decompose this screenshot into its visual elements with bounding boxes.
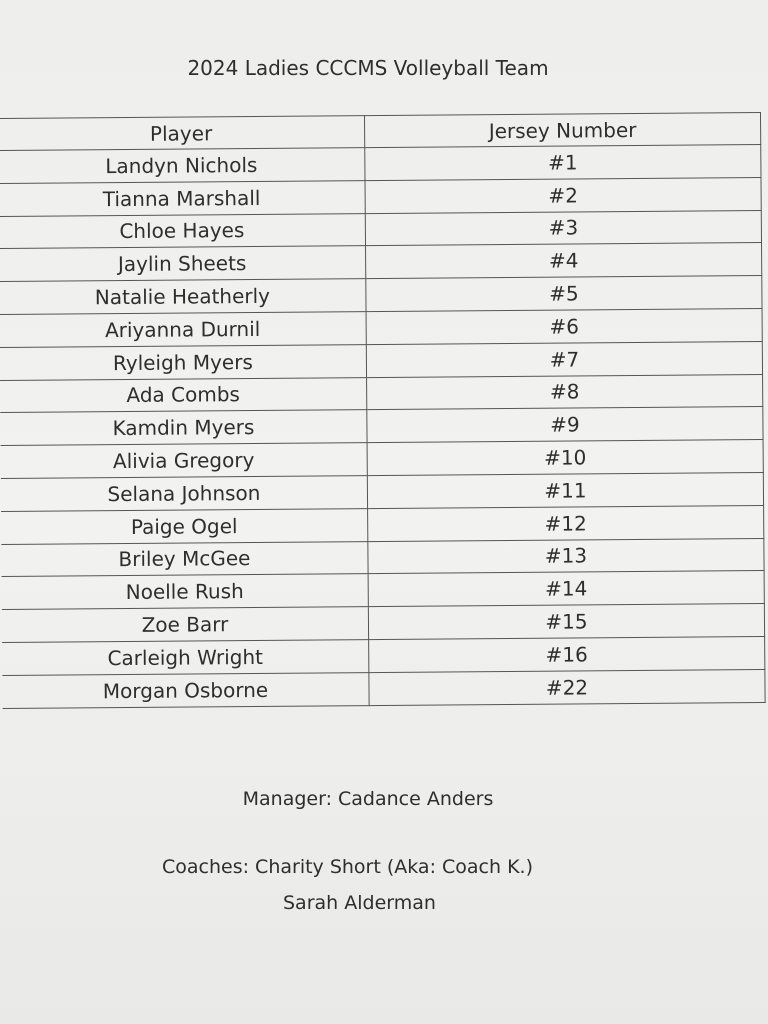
jersey-number: #14 [368,570,765,607]
player-name: Paige Ogel [1,508,368,545]
jersey-number: #1 [364,144,761,181]
jersey-number: #9 [366,406,764,443]
manager-line: Manager: Cadance Anders [242,788,494,810]
player-name: Landyn Nichols [0,147,366,184]
jersey-number: #4 [365,242,762,279]
jersey-number: #22 [368,669,766,706]
player-name: Kamdin Myers [0,409,368,446]
player-name: Ada Combs [0,377,367,413]
jersey-number: #8 [366,374,763,410]
document-title: 2024 Ladies CCCMS Volleyball Team [187,56,549,80]
coach-second-line: Sarah Alderman [283,892,436,914]
jersey-number: #5 [365,275,763,312]
player-name: Noelle Rush [1,573,369,610]
player-name: Briley McGee [1,541,369,577]
coaches-line: Coaches: Charity Short (Aka: Coach K.) [162,856,533,878]
header-jersey-number: Jersey Number [364,112,761,148]
jersey-number: #7 [366,341,763,378]
roster-table: Player Jersey Number Landyn Nichols #1 Tia… [0,112,766,709]
player-name: Ariyanna Durnil [0,311,367,348]
jersey-number: #11 [367,472,764,509]
jersey-number: #2 [365,177,762,214]
jersey-number: #10 [367,439,764,476]
player-name: Ryleigh Myers [0,344,367,381]
jersey-number: #12 [367,505,764,542]
jersey-number: #15 [368,603,765,640]
player-name: Tianna Marshall [0,180,366,217]
jersey-number: #13 [367,538,765,574]
player-name: Selana Johnson [0,475,368,512]
player-name: Morgan Osborne [2,672,370,709]
player-name: Carleigh Wright [2,639,369,676]
player-name: Zoe Barr [1,606,369,643]
player-name: Chloe Hayes [0,213,366,249]
table-row: Morgan Osborne #22 [2,669,766,709]
jersey-number: #6 [366,308,763,345]
player-name: Jaylin Sheets [0,246,366,282]
player-name: Alivia Gregory [0,442,368,479]
player-name: Natalie Heatherly [0,278,367,315]
header-player: Player [0,115,365,151]
jersey-number: #3 [365,210,762,247]
jersey-number: #16 [368,636,765,673]
